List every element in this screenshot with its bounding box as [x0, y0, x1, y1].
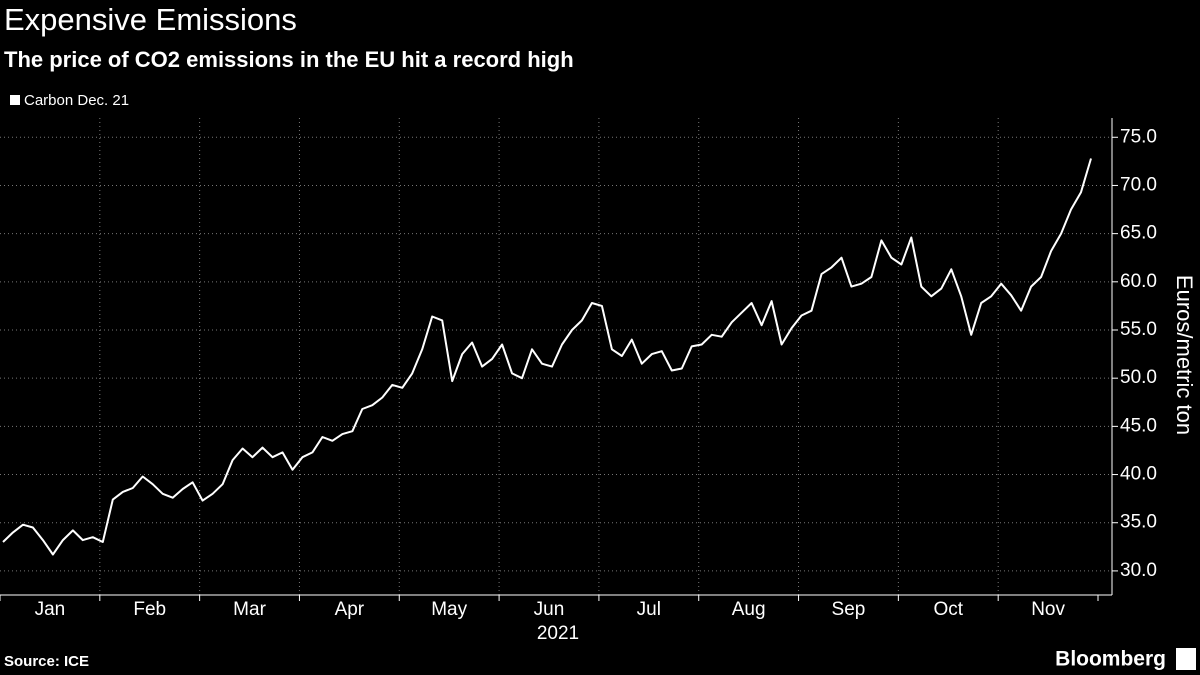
x-tick-label: Jul — [637, 599, 661, 620]
y-tick-label: 75.0 — [1120, 126, 1157, 147]
source: Source: ICE — [4, 653, 89, 670]
y-tick-label: 55.0 — [1120, 319, 1157, 340]
x-tick-label: Aug — [732, 599, 766, 620]
y-tick-label: 70.0 — [1120, 174, 1157, 195]
x-tick-label: Sep — [832, 599, 866, 620]
x-tick-label: Nov — [1031, 599, 1065, 620]
legend-label: Carbon Dec. 21 — [24, 92, 129, 109]
y-tick-label: 35.0 — [1120, 512, 1157, 533]
x-tick-label: Jan — [35, 599, 66, 620]
chart-title: Expensive Emissions — [4, 2, 297, 37]
y-tick-label: 50.0 — [1120, 367, 1157, 388]
chart-subtitle: The price of CO2 emissions in the EU hit… — [4, 47, 574, 72]
x-tick-label: Mar — [233, 599, 266, 620]
y-tick-label: 40.0 — [1120, 464, 1157, 485]
brand: Bloomberg — [1055, 648, 1166, 671]
x-tick-label: Apr — [335, 599, 365, 620]
x-tick-label: Jun — [534, 599, 565, 620]
y-tick-label: 30.0 — [1120, 560, 1157, 581]
y-axis-title: Euros/metric ton — [1172, 275, 1197, 435]
year-label: 2021 — [537, 623, 579, 644]
legend-swatch — [10, 95, 20, 105]
y-tick-label: 65.0 — [1120, 223, 1157, 244]
y-tick-label: 45.0 — [1120, 415, 1157, 436]
brand-icon — [1176, 648, 1196, 670]
price-line — [2, 158, 1092, 556]
x-tick-label: Oct — [933, 599, 963, 620]
x-tick-label: May — [431, 599, 467, 620]
y-tick-label: 60.0 — [1120, 271, 1157, 292]
x-tick-label: Feb — [133, 599, 166, 620]
